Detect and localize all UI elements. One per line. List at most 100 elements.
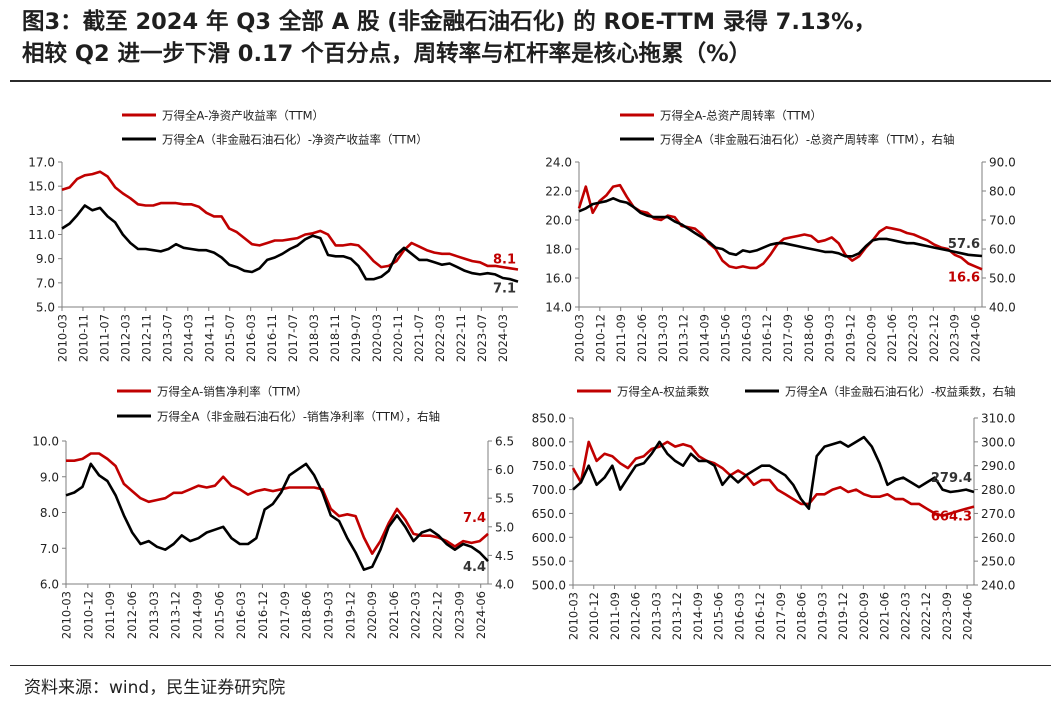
x-tick-label: 2020-09	[365, 591, 379, 639]
x-tick-label: 2013-03	[649, 592, 663, 640]
source-rule	[10, 665, 1051, 666]
x-tick-label: 2024-06	[961, 592, 975, 640]
x-tick-label: 2016-12	[256, 591, 270, 639]
x-tick-label: 2013-12	[677, 314, 691, 362]
y-tick-label: 500.0	[532, 579, 566, 593]
y2-tick-label: 6.5	[495, 435, 514, 449]
y2-tick-label: 290.0	[981, 459, 1015, 473]
x-tick-label: 2014-09	[190, 591, 204, 639]
source-note: 资料来源：wind，民生证券研究院	[24, 678, 286, 698]
x-tick-label: 2022-03	[409, 591, 423, 639]
x-tick-label: 2019-12	[343, 591, 357, 639]
y-tick-label: 22.0	[545, 185, 572, 199]
x-tick-label: 2013-12	[670, 592, 684, 640]
x-tick-label: 2023-09	[452, 591, 466, 639]
x-tick-label: 2010-12	[587, 592, 601, 640]
y-tick-label: 800.0	[532, 435, 566, 449]
end-value-label-1: 279.4	[931, 471, 972, 486]
y-tick-label: 18.0	[545, 243, 572, 257]
x-tick-label: 2018-06	[802, 314, 816, 362]
end-value-label-0: 8.1	[493, 253, 516, 268]
y2-tick-label: 70.0	[989, 214, 1016, 228]
x-tick-label: 2024-06	[969, 314, 983, 362]
y2-tick-label: 240.0	[981, 579, 1015, 593]
end-value-label-1: 57.6	[948, 237, 980, 252]
x-tick-label: 2018-11	[328, 314, 342, 362]
x-tick-label: 2020-03	[370, 314, 384, 362]
series-line-1	[578, 197, 983, 258]
x-tick-label: 2020-11	[391, 314, 405, 362]
legend-label-1: 万得全A（非金融石油石化）-总资产周转率（TTM），右轴	[660, 133, 955, 147]
x-tick-label: 2022-12	[431, 591, 445, 639]
x-tick-label: 2020-09	[864, 314, 878, 362]
y-tick-label: 700.0	[532, 483, 566, 497]
x-tick-label: 2010-12	[81, 591, 95, 639]
x-tick-label: 2016-03	[234, 591, 248, 639]
x-tick-label: 2015-06	[712, 592, 726, 640]
x-tick-label: 2018-03	[307, 314, 321, 362]
x-tick-label: 2021-06	[387, 591, 401, 639]
y-tick-label: 650.0	[532, 507, 566, 521]
x-tick-label: 2011-09	[614, 314, 628, 362]
x-tick-label: 2010-03	[573, 314, 587, 362]
x-tick-label: 2012-03	[118, 314, 132, 362]
y2-tick-label: 280.0	[981, 483, 1015, 497]
x-tick-label: 2014-03	[181, 314, 195, 362]
x-tick-label: 2022-11	[454, 314, 468, 362]
y2-tick-label: 90.0	[989, 156, 1016, 170]
x-tick-label: 2024-06	[474, 591, 488, 639]
y-tick-label: 9.0	[40, 470, 59, 484]
chart-roe: 万得全A-净资产收益率（TTM） 万得全A（非金融石油石化）-净资产收益率（TTM…	[28, 109, 519, 362]
end-value-label-0: 7.4	[463, 511, 486, 526]
figure-title-line2: 相较 Q2 进一步下滑 0.17 个百分点，周转率与杠杆率是核心拖累（%）	[22, 41, 752, 67]
x-tick-label: 2018-06	[795, 592, 809, 640]
x-tick-label: 2014-09	[698, 314, 712, 362]
x-tick-label: 2019-03	[823, 314, 837, 362]
figure-title: 图3：截至 2024 年 Q3 全部 A 股 (非金融石油石化) 的 ROE-T…	[22, 6, 1052, 70]
y-tick-label: 15.0	[28, 180, 55, 194]
x-tick-label: 2017-09	[781, 314, 795, 362]
x-tick-label: 2017-09	[278, 591, 292, 639]
x-tick-label: 2023-09	[940, 592, 954, 640]
x-tick-label: 2010-03	[567, 592, 581, 640]
y-tick-label: 750.0	[532, 459, 566, 473]
x-tick-label: 2010-03	[60, 591, 74, 639]
x-tick-label: 2015-06	[212, 591, 226, 639]
y-tick-label: 6.0	[40, 578, 59, 592]
legend-label-1: 万得全A（非金融石油石化）-销售净利率（TTM），右轴	[157, 410, 440, 424]
x-tick-label: 2018-06	[300, 591, 314, 639]
x-tick-label: 2012-06	[125, 591, 139, 639]
series-line-0	[571, 440, 975, 518]
series-line-1	[65, 462, 489, 571]
end-value-label-1: 7.1	[493, 282, 516, 297]
x-tick-label: 2010-11	[76, 314, 90, 362]
y2-tick-label: 270.0	[981, 507, 1015, 521]
y2-tick-label: 250.0	[981, 555, 1015, 569]
legend-label-0: 万得全A-净资产收益率（TTM）	[162, 109, 324, 123]
x-tick-label: 2022-03	[906, 314, 920, 362]
x-tick-label: 2010-12	[593, 314, 607, 362]
x-tick-label: 2023-09	[948, 314, 962, 362]
x-tick-label: 2013-12	[169, 591, 183, 639]
x-tick-label: 2013-03	[147, 591, 161, 639]
x-tick-label: 2022-03	[898, 592, 912, 640]
legend-label-1: 万得全A（非金融石油石化）-权益乘数，右轴	[785, 385, 1016, 399]
y-tick-label: 11.0	[28, 228, 55, 242]
chart-net-margin: 万得全A-销售净利率（TTM） 万得全A（非金融石油石化）-销售净利率（TTM），…	[32, 385, 514, 640]
y2-tick-label: 6.0	[495, 463, 514, 477]
y-tick-label: 850.0	[532, 412, 566, 426]
x-tick-label: 2021-06	[885, 314, 899, 362]
x-tick-label: 2014-09	[691, 592, 705, 640]
y2-tick-label: 260.0	[981, 531, 1015, 545]
x-tick-label: 2010-03	[56, 314, 70, 362]
x-tick-label: 2022-12	[927, 314, 941, 362]
chart-equity-multiplier: 万得全A-权益乘数 万得全A（非金融石油石化）-权益乘数，右轴 500.0 550.0…	[532, 385, 1016, 641]
x-tick-label: 2014-11	[202, 314, 216, 362]
x-tick-label: 2011-09	[608, 592, 622, 640]
y2-tick-label: 40.0	[989, 301, 1016, 315]
y2-tick-label: 4.0	[495, 578, 514, 592]
x-tick-label: 2012-11	[139, 314, 153, 362]
y-tick-label: 24.0	[545, 156, 572, 170]
series-line-0	[61, 170, 519, 271]
x-tick-label: 2016-03	[244, 314, 258, 362]
